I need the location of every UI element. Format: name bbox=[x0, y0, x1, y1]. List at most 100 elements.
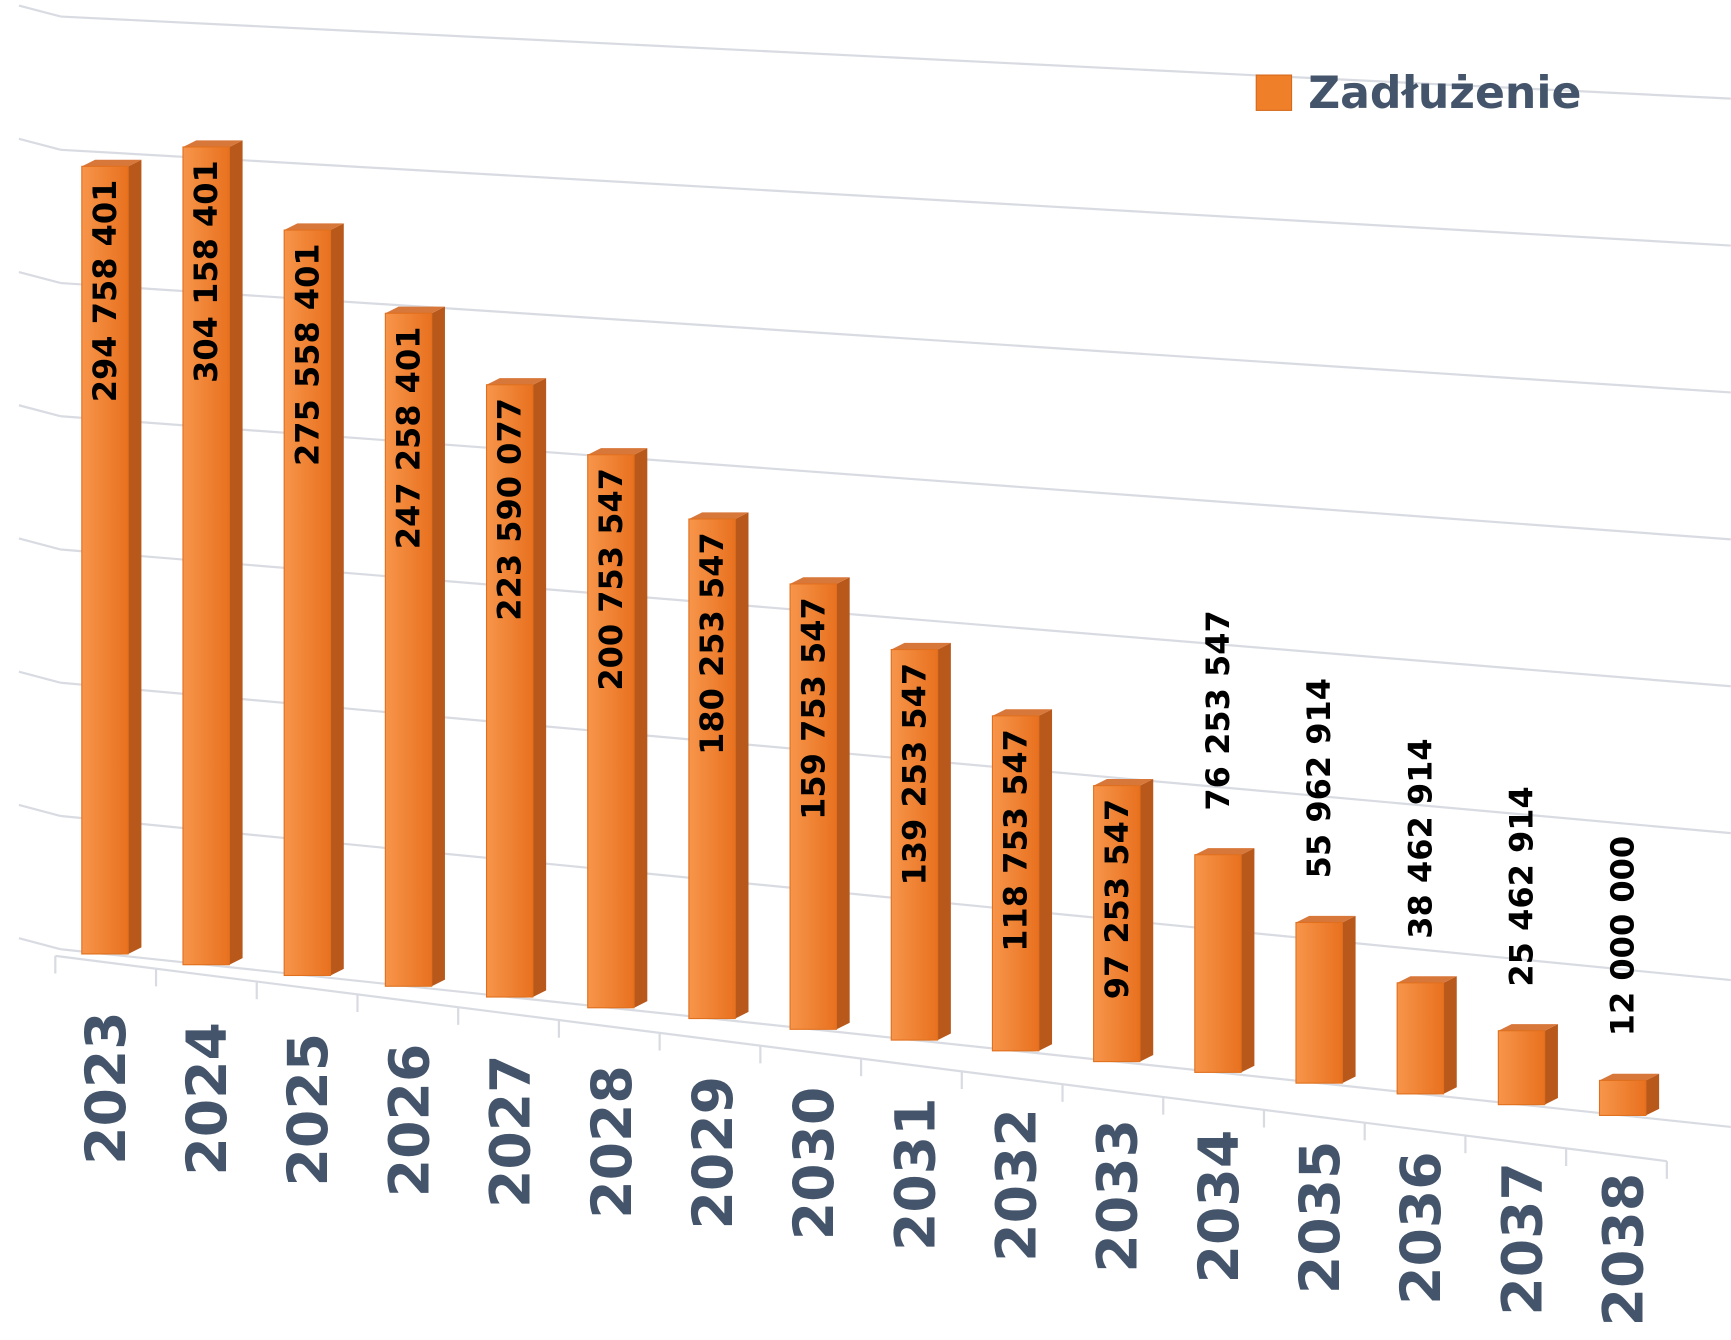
x-tick-label: 2023 bbox=[75, 1011, 139, 1165]
bar-side bbox=[1443, 976, 1457, 1094]
y-tick bbox=[18, 137, 62, 151]
grid-line bbox=[60, 15, 1731, 100]
bar-front bbox=[1497, 1030, 1546, 1106]
legend-label: Zadłużenie bbox=[1308, 68, 1581, 119]
bars: 294 758 401 2023 304 158 401 2024 275 558 40… bbox=[75, 140, 1660, 1327]
value-label: 55 962 914 bbox=[1300, 678, 1338, 878]
x-tick-label: 2031 bbox=[884, 1097, 948, 1251]
bar bbox=[485, 378, 547, 998]
bar-top bbox=[284, 223, 344, 231]
x-tick-label: 2037 bbox=[1491, 1162, 1555, 1316]
value-label: 38 462 914 bbox=[1401, 738, 1439, 938]
bar-top bbox=[992, 709, 1053, 716]
bar-front bbox=[1093, 785, 1141, 1063]
bar bbox=[1396, 976, 1457, 1095]
bar bbox=[384, 306, 445, 987]
x-tick-label: 2038 bbox=[1593, 1173, 1657, 1327]
bar-top bbox=[891, 642, 951, 650]
bar-side bbox=[532, 378, 547, 998]
bar bbox=[182, 140, 243, 966]
y-tick bbox=[18, 937, 62, 951]
bar-front bbox=[81, 165, 129, 955]
value-label: 118 753 547 bbox=[997, 729, 1035, 952]
bar-front bbox=[1295, 921, 1343, 1084]
bar-top bbox=[688, 512, 749, 519]
value-label: 294 758 401 bbox=[86, 180, 124, 403]
x-tick-label: 2033 bbox=[1087, 1119, 1151, 1273]
bar-side bbox=[431, 306, 445, 987]
bar-top bbox=[1093, 779, 1154, 786]
legend-swatch bbox=[1255, 74, 1293, 111]
x-tick-label: 2030 bbox=[783, 1087, 847, 1241]
bar-side bbox=[330, 223, 344, 976]
x-tick-label: 2032 bbox=[985, 1108, 1049, 1262]
bar-front bbox=[890, 648, 939, 1041]
bar-front bbox=[789, 583, 837, 1030]
bar-side bbox=[735, 512, 749, 1019]
bar-front bbox=[182, 146, 230, 966]
value-label: 200 753 547 bbox=[592, 468, 630, 691]
value-label: 12 000 000 bbox=[1604, 836, 1642, 1036]
x-tick-label: 2028 bbox=[581, 1065, 645, 1219]
bar-side bbox=[1139, 779, 1154, 1062]
bar bbox=[789, 577, 850, 1030]
y-tick bbox=[18, 670, 62, 684]
bar bbox=[587, 448, 648, 1009]
bar-front bbox=[688, 518, 736, 1020]
bar bbox=[688, 512, 749, 1020]
bar bbox=[1497, 1024, 1558, 1106]
bar-front bbox=[1598, 1079, 1647, 1116]
y-tick bbox=[18, 803, 62, 818]
bar bbox=[81, 159, 142, 955]
y-tick bbox=[18, 4, 62, 18]
value-label: 180 253 547 bbox=[693, 532, 731, 755]
bar-side bbox=[836, 577, 850, 1030]
bar-side bbox=[937, 642, 951, 1041]
bar-front bbox=[587, 454, 635, 1009]
bar-side bbox=[128, 159, 142, 954]
bar-top bbox=[587, 448, 648, 455]
bar-front bbox=[384, 312, 433, 987]
value-label: 304 158 401 bbox=[187, 160, 225, 383]
value-label: 139 253 547 bbox=[895, 663, 933, 886]
bar-top bbox=[1498, 1024, 1558, 1031]
grid bbox=[18, 4, 1731, 1129]
bar-side bbox=[1241, 848, 1255, 1073]
bar-top bbox=[486, 378, 547, 385]
value-label: 97 253 547 bbox=[1098, 799, 1136, 999]
bar-side bbox=[229, 140, 243, 965]
bar-front bbox=[991, 715, 1040, 1052]
x-tick-label: 2026 bbox=[378, 1044, 442, 1198]
value-label: 275 558 401 bbox=[288, 243, 326, 466]
bar bbox=[283, 223, 344, 977]
bar bbox=[1194, 848, 1255, 1073]
grid-line bbox=[60, 148, 1731, 247]
y-tick bbox=[18, 404, 62, 418]
bar-front bbox=[485, 384, 534, 998]
x-tick-label: 2034 bbox=[1188, 1130, 1252, 1284]
bar-top bbox=[385, 306, 445, 314]
y-tick bbox=[18, 537, 62, 551]
bar bbox=[1093, 779, 1154, 1063]
bar-top bbox=[182, 140, 243, 147]
y-tick bbox=[18, 270, 62, 285]
bar-side bbox=[1342, 915, 1356, 1084]
bar-top bbox=[1599, 1073, 1660, 1081]
value-label: 223 590 077 bbox=[491, 398, 529, 621]
bar-top bbox=[790, 577, 850, 584]
x-tick-label: 2025 bbox=[277, 1033, 341, 1187]
bar bbox=[991, 709, 1053, 1052]
value-label: 76 253 547 bbox=[1199, 610, 1237, 810]
x-tick-label: 2027 bbox=[480, 1054, 544, 1208]
x-tick-label: 2024 bbox=[176, 1022, 240, 1176]
bar-top bbox=[1397, 976, 1457, 983]
x-tick-label: 2036 bbox=[1390, 1151, 1454, 1305]
bar-side bbox=[1645, 1073, 1660, 1116]
bar bbox=[890, 642, 951, 1041]
bar-front bbox=[1194, 854, 1242, 1073]
bar-front bbox=[283, 229, 332, 977]
bar-top bbox=[1194, 848, 1255, 855]
bar-front bbox=[1396, 982, 1445, 1095]
bar bbox=[1598, 1073, 1660, 1116]
